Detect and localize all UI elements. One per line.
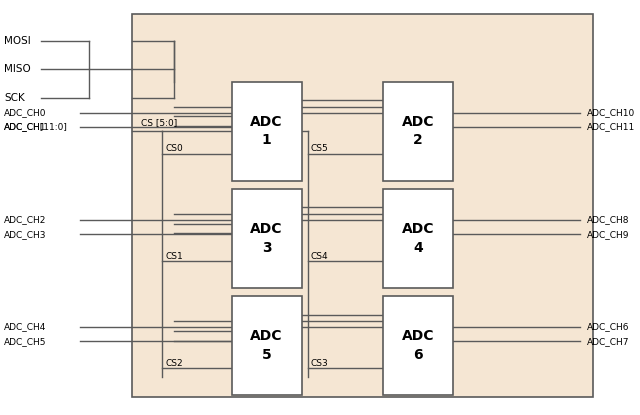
Text: ADC
5: ADC 5: [250, 330, 283, 362]
Text: ADC_CH5: ADC_CH5: [4, 337, 47, 346]
Text: ADC_CH4: ADC_CH4: [4, 322, 47, 332]
Text: ADC_CH1: ADC_CH1: [4, 122, 47, 132]
Bar: [383, 82, 453, 181]
Text: ADC
2: ADC 2: [402, 115, 435, 147]
Text: CS3: CS3: [310, 359, 328, 368]
Text: ADC_CH[11:0]: ADC_CH[11:0]: [4, 122, 68, 132]
Text: MISO: MISO: [4, 64, 31, 74]
Bar: [383, 189, 453, 288]
Bar: [132, 14, 593, 397]
Text: CS5: CS5: [310, 144, 328, 154]
Text: ADC
6: ADC 6: [402, 330, 435, 362]
Text: CS0: CS0: [165, 144, 183, 154]
Text: ADC_CH6: ADC_CH6: [586, 322, 629, 332]
Bar: [232, 82, 301, 181]
Text: CS4: CS4: [310, 251, 328, 261]
Bar: [232, 296, 301, 395]
Text: ADC_CH0: ADC_CH0: [4, 108, 47, 117]
Text: MOSI: MOSI: [4, 36, 31, 46]
Text: ADC_CH2: ADC_CH2: [4, 215, 47, 225]
Text: ADC_CH11: ADC_CH11: [586, 122, 635, 132]
Text: ADC
4: ADC 4: [402, 222, 435, 255]
Text: CS2: CS2: [165, 359, 183, 368]
Text: ADC_CH8: ADC_CH8: [586, 215, 629, 225]
Text: SCK: SCK: [4, 93, 25, 103]
Text: ADC_CH3: ADC_CH3: [4, 230, 47, 239]
Bar: [383, 296, 453, 395]
Text: ADC_CH7: ADC_CH7: [586, 337, 629, 346]
Text: ADC_CH10: ADC_CH10: [586, 108, 635, 117]
Text: CS [5:0]: CS [5:0]: [141, 118, 177, 127]
Text: ADC
1: ADC 1: [250, 115, 283, 147]
Text: ADC_CH9: ADC_CH9: [586, 230, 629, 239]
Text: CS1: CS1: [165, 251, 183, 261]
Text: ADC
3: ADC 3: [250, 222, 283, 255]
Bar: [232, 189, 301, 288]
